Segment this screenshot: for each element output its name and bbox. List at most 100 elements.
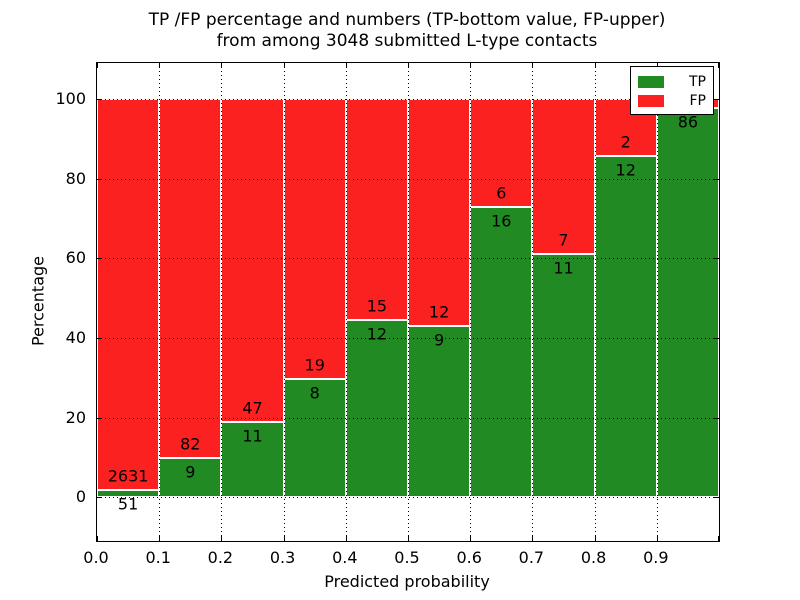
y-tick-mark: [97, 417, 102, 419]
bar-tp-segment: [97, 489, 160, 498]
v-gridline: [532, 63, 534, 541]
x-tick-mark: [408, 536, 409, 541]
bar-fp-segment: [97, 98, 160, 490]
x-tick-mark: [345, 536, 347, 541]
x-tick-mark: [718, 536, 719, 541]
x-tick-label: 0.1: [145, 548, 171, 567]
y-tick-label: 20: [65, 407, 86, 427]
y-tick-label: 80: [65, 168, 86, 188]
fp-count-label: 6: [496, 183, 507, 203]
bar-tp-segment: [345, 320, 408, 498]
tp-count-label: 9: [434, 330, 445, 350]
legend-swatch-tp-icon: [638, 75, 664, 88]
y-tick-label: 0: [75, 487, 86, 507]
x-tick-mark: [594, 536, 596, 541]
v-gridline: [656, 63, 658, 541]
x-tick-label: 0.2: [207, 548, 234, 567]
fp-count-label: 15: [366, 296, 388, 316]
y-tick-mark: [97, 98, 102, 100]
y-tick-mark: [714, 497, 719, 499]
plot-area: 2631 51 82 9 47 11 19 8 15 12 12 9 6 16 7 11 2 12 86 TP FP: [96, 62, 720, 542]
chart-title-line1: TP /FP percentage and numbers (TP-bottom…: [148, 10, 666, 30]
x-tick-mark: [159, 536, 161, 541]
x-tick-mark: [718, 63, 719, 68]
x-tick-mark: [221, 536, 223, 541]
y-tick-mark: [97, 337, 102, 339]
fp-count-label: 19: [304, 355, 325, 375]
x-tick-label: 0.4: [332, 548, 358, 567]
bar-tp-segment: [594, 155, 657, 498]
y-tick-mark: [97, 178, 102, 180]
fp-count-label: 7: [558, 230, 569, 250]
tp-count-label: 11: [553, 258, 574, 278]
x-tick-label: 0.6: [456, 548, 482, 567]
bar-fp-segment: [221, 98, 284, 422]
y-tick-mark: [714, 417, 719, 419]
x-tick-mark: [408, 63, 409, 68]
tp-count-label: 51: [117, 494, 139, 514]
x-tick-mark: [221, 63, 223, 68]
bar-fp-segment: [345, 98, 408, 321]
legend-label-fp: FP: [689, 92, 707, 109]
v-gridline: [221, 63, 223, 541]
y-tick-label: 40: [65, 327, 86, 347]
tp-count-label: 8: [309, 383, 320, 403]
bar-tp-segment: [408, 326, 471, 498]
x-tick-mark: [345, 63, 347, 68]
legend-item-fp: FP: [638, 91, 706, 110]
x-tick-mark: [283, 63, 285, 68]
legend-swatch-fp-icon: [638, 94, 664, 107]
bar-fp-segment: [408, 98, 471, 327]
bar-fp-segment: [159, 98, 222, 458]
fp-count-label: 2: [620, 132, 631, 152]
fp-count-label: 47: [242, 398, 263, 418]
tp-count-label: 11: [242, 426, 263, 446]
bar-tp-segment: [532, 253, 595, 498]
bar-fp-segment: [283, 98, 346, 380]
tp-count-label: 12: [366, 324, 388, 344]
y-tick-label: 60: [65, 248, 86, 268]
bar-fp-segment: [532, 98, 595, 254]
bar-tp-segment: [283, 379, 346, 498]
tp-count-label: 16: [491, 211, 512, 231]
legend: TP FP: [630, 66, 714, 115]
x-tick-label: 0.9: [643, 548, 669, 567]
x-tick-mark: [656, 63, 658, 68]
x-tick-label: 0.7: [518, 548, 545, 567]
v-gridline: [470, 63, 472, 541]
x-tick-mark: [656, 536, 658, 541]
tp-count-label: 86: [677, 112, 699, 132]
x-tick-mark: [470, 536, 472, 541]
x-axis-label: Predicted probability: [324, 572, 490, 591]
y-tick-mark: [714, 178, 719, 180]
fp-count-label: 2631: [107, 466, 149, 486]
legend-item-tp: TP: [638, 72, 706, 91]
v-gridline: [345, 63, 347, 541]
x-tick-label: 0.3: [269, 548, 296, 567]
y-tick-mark: [714, 258, 719, 260]
x-tick-label: 0.5: [394, 548, 420, 567]
v-gridline: [594, 63, 596, 541]
x-tick-mark: [594, 63, 596, 68]
x-tick-mark: [97, 63, 98, 68]
tp-count-label: 9: [185, 462, 196, 482]
x-tick-label: 0.0: [83, 548, 109, 567]
tp-count-label: 12: [615, 160, 636, 180]
bar-tp-segment: [470, 207, 533, 498]
fp-count-label: 12: [428, 302, 450, 322]
legend-label-tp: TP: [689, 73, 706, 90]
y-tick-label: 100: [55, 88, 86, 108]
x-tick-label: 0.8: [580, 548, 607, 567]
x-tick-mark: [532, 536, 534, 541]
x-tick-mark: [532, 63, 534, 68]
chart-title: TP /FP percentage and numbers (TP-bottom…: [149, 10, 666, 52]
y-tick-mark: [97, 497, 102, 499]
x-tick-mark: [159, 63, 161, 68]
fp-count-label: 82: [180, 434, 201, 454]
v-gridline: [159, 63, 161, 541]
y-tick-mark: [714, 337, 719, 339]
x-tick-mark: [97, 536, 98, 541]
x-tick-mark: [470, 63, 472, 68]
x-tick-mark: [283, 536, 285, 541]
